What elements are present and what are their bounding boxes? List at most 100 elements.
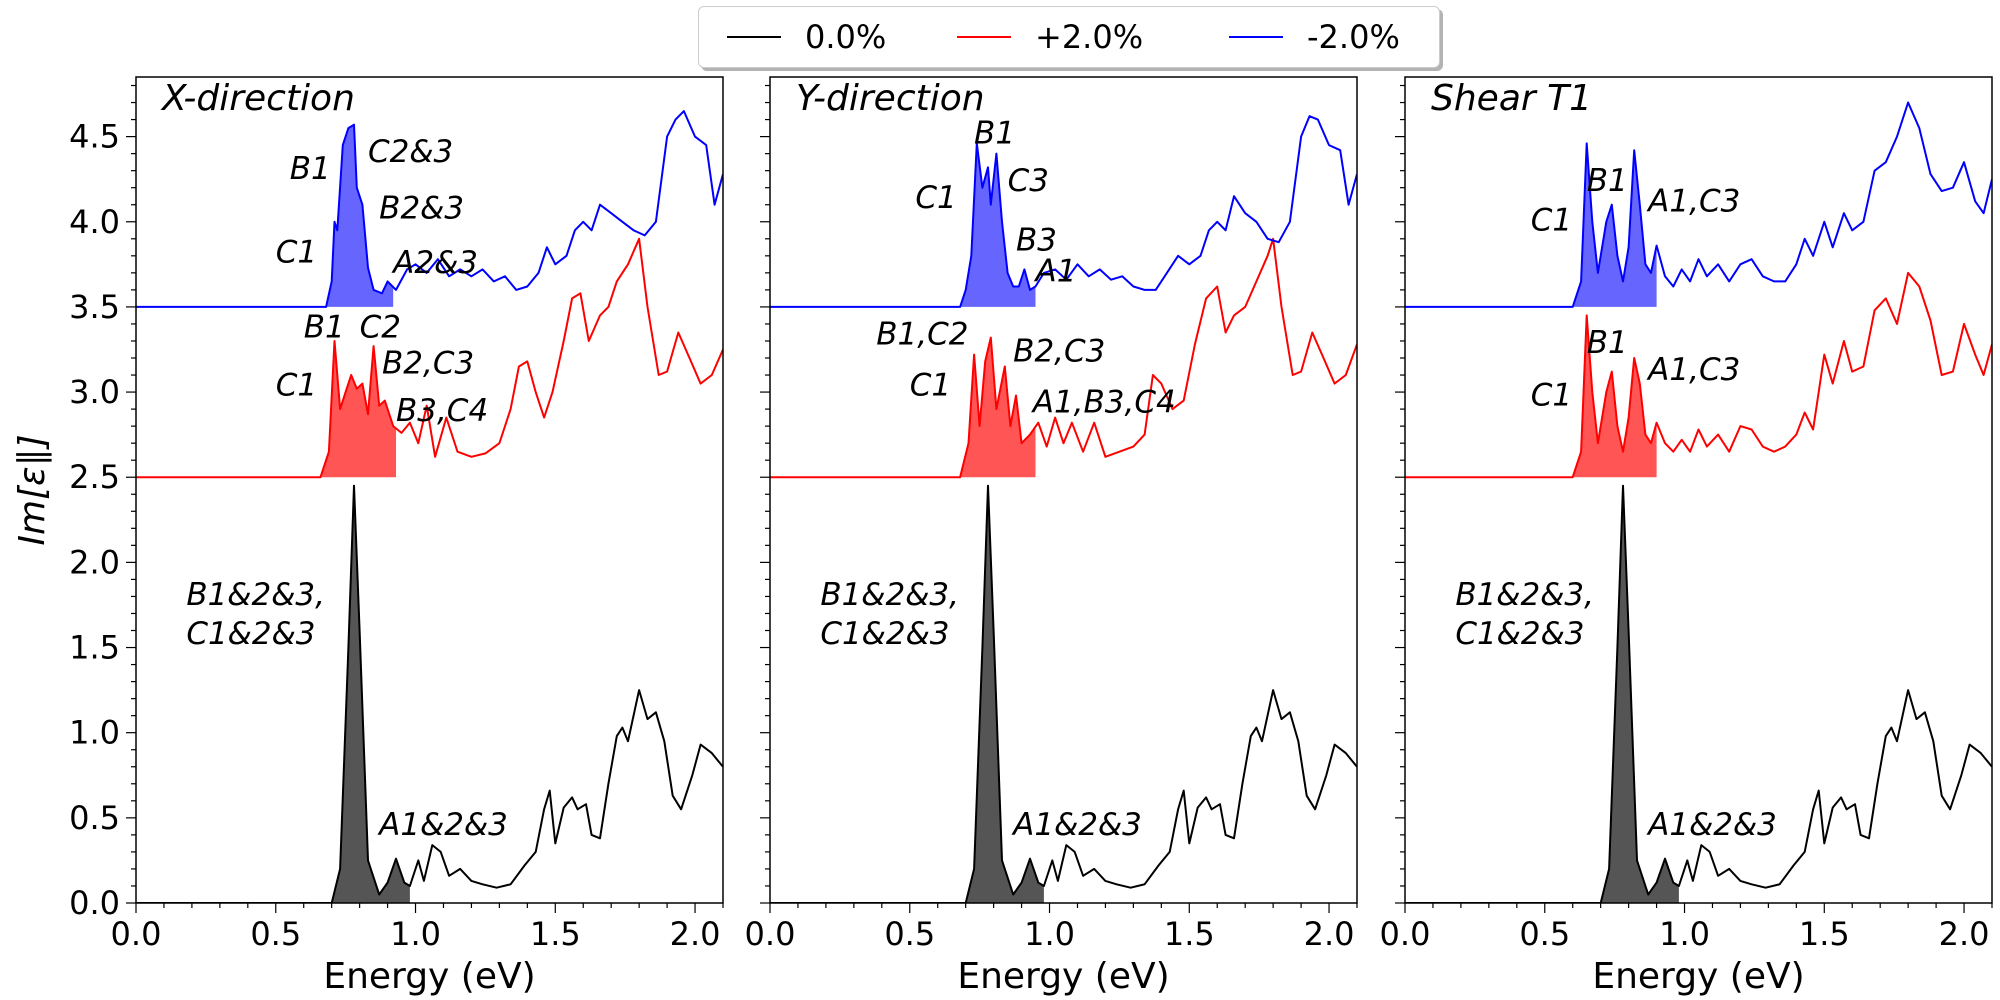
series-line--2.0% [1405,101,1992,308]
y-axis-title: Im[ε∥] [12,434,53,545]
peak-annotation: C1 [915,180,956,216]
y-tick-label: 2.0 [69,543,120,581]
x-tick-label: 2.0 [670,915,721,953]
series-fill-0.0% [136,485,410,903]
series-line-0.0% [770,484,1357,903]
peak-annotation: C1 [910,367,951,403]
series-line--2.0% [136,110,723,308]
peak-annotation: A1 [1034,253,1077,289]
peak-annotation: B1 [1587,163,1628,199]
x-tick-label: 1.0 [1659,915,1710,953]
series-line--2.0% [770,115,1357,308]
peak-annotation: C2&3 [368,134,453,170]
x-tick-label: 2.0 [1939,915,1990,953]
peak-annotation: B3 [1016,223,1057,259]
plot-area [1405,101,1992,903]
panel-title: Y-direction [796,78,985,119]
y-tick-label: 3.5 [69,288,120,326]
series-line-+2.0% [136,237,723,479]
panel-3: 0.0 0.5 1.0 1.5 2.0 Energy (eV) Shear T1 B1&2&3… [1380,76,1993,997]
peak-annotation: B2,C3 [1013,333,1105,369]
peak-annotation: B1 [974,115,1015,151]
peak-annotation: B2,C3 [382,345,474,381]
y-tick-label: 0.0 [69,884,120,922]
x-tick-label: 0.0 [745,915,796,953]
x-axis-title: Energy (eV) [957,956,1169,997]
peak-annotation: B3,C4 [396,393,488,429]
peak-annotation: C1 [276,367,317,403]
plot-area [136,110,723,903]
plot-frame [135,76,724,904]
y-tick-label: 1.0 [69,714,120,752]
legend-line-zero [727,36,781,38]
x-tick-label: 1.0 [390,915,441,953]
series-fill-0.0% [770,485,1044,903]
legend-line-plus [957,36,1011,38]
y-tick-label: 0.5 [69,799,120,837]
legend-label-plus: +2.0% [1035,18,1144,56]
peak-annotation: C1&2&3 [186,616,315,652]
x-tick-label: 0.0 [111,915,162,953]
series-fill-+2.0% [136,341,396,478]
peak-annotation: C1&2&3 [820,616,949,652]
x-tick-label: 0.5 [884,915,935,953]
peak-annotation: A1,C3 [1646,184,1740,220]
series-line-0.0% [1405,484,1992,903]
peak-annotation: A1,B3,C4 [1031,385,1176,421]
peak-annotation: C1 [276,235,317,271]
peak-annotation: B1 [1587,325,1628,361]
peak-annotation: A2&3 [391,245,478,281]
peak-annotation: B1 [290,151,331,187]
plot-frame [1404,76,1993,904]
x-tick-label: 0.5 [250,915,301,953]
x-axis-title: Energy (eV) [323,956,535,997]
x-tick-label: 1.5 [1799,915,1850,953]
legend-item-plus: +2.0% [957,7,1143,67]
peak-annotation: A1&2&3 [1011,807,1142,843]
peak-annotation: C1 [1531,378,1572,414]
panel-title: X-direction [160,78,355,119]
series-fill--2.0% [1405,143,1657,307]
peak-annotation: B1&2&3, [1455,577,1594,613]
panel-2: 0.0 0.5 1.0 1.5 2.0 Energy (eV) Y-direction B1&… [745,76,1358,997]
legend-item-minus: -2.0% [1229,7,1400,67]
peak-annotation: C1&2&3 [1455,616,1584,652]
peak-annotation: B1 [304,310,345,346]
legend: 0.0% +2.0% -2.0% [698,6,1440,68]
series-line-+2.0% [770,237,1357,479]
series-fill--2.0% [770,143,1036,307]
series-fill-+2.0% [1405,315,1657,478]
series-line-0.0% [136,484,723,903]
legend-item-zero: 0.0% [727,7,886,67]
series-line-+2.0% [1405,271,1992,479]
panel-title: Shear T1 [1431,78,1592,119]
x-axis-title: Energy (eV) [1592,956,1804,997]
plot-frame [769,76,1358,904]
peak-annotation: B1,C2 [876,316,968,352]
peak-annotation: A1&2&3 [377,807,508,843]
peak-annotation: B2&3 [379,190,464,226]
peak-annotation: A1,C3 [1646,352,1740,388]
series-fill-0.0% [1405,485,1679,903]
peak-annotation: C3 [1008,163,1049,199]
x-tick-label: 1.5 [1164,915,1215,953]
legend-line-minus [1229,36,1283,38]
legend-label-minus: -2.0% [1307,18,1400,56]
y-tick-label: 3.0 [69,373,120,411]
peak-annotation: C2 [360,310,401,346]
peak-annotation: A1&2&3 [1646,807,1777,843]
x-tick-label: 1.5 [530,915,581,953]
x-tick-label: 2.0 [1304,915,1355,953]
peak-annotation: C1 [1531,202,1572,238]
peak-annotation: B1&2&3, [186,577,325,613]
peak-annotation: B1&2&3, [820,577,959,613]
x-tick-label: 1.0 [1024,915,1075,953]
x-tick-label: 0.0 [1380,915,1431,953]
legend-label-zero: 0.0% [805,18,887,56]
y-tick-label: 2.5 [69,458,120,496]
plot-area [770,115,1357,903]
panel-1: 0.0 0.5 1.0 1.5 2.0 0.0 0.5 1.0 1.5 2.0 2.5 3.0 3.5 4… [12,76,724,997]
series-fill--2.0% [136,124,394,307]
x-tick-label: 0.5 [1519,915,1570,953]
